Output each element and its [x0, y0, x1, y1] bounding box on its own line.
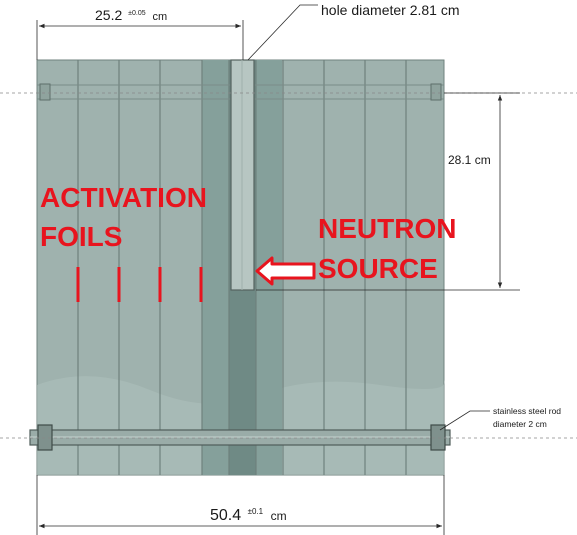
hole-diameter-callout: hole diameter 2.81 cm — [247, 2, 460, 61]
source-arrow-icon — [255, 256, 316, 286]
activation-label-line1: ACTIVATION — [40, 182, 207, 213]
bottom-width-tolerance: ±0.1 — [248, 507, 264, 516]
top-width-value: 25.2 — [95, 7, 122, 23]
neutron-source-annotation: NEUTRON SOURCE — [255, 213, 456, 286]
bottom-width-value: 50.4 — [210, 507, 241, 524]
top-width-tolerance: ±0.05 — [128, 10, 146, 17]
rod-callout: stainless steel rod diameter 2 cm — [439, 406, 561, 431]
rod-label-line2: diameter 2 cm — [493, 419, 547, 429]
bottom-width-dimension: 50.4 ±0.1 cm — [36, 475, 445, 535]
rod-label-line1: stainless steel rod — [493, 406, 561, 416]
rod-nut-right — [430, 424, 446, 451]
hole-diameter-label: hole diameter 2.81 cm — [321, 2, 460, 18]
activation-label-line2: FOILS — [40, 221, 122, 252]
height-dimension: 28.1 cm — [256, 92, 520, 291]
neutron-label-line2: SOURCE — [318, 253, 438, 284]
top-width-dimension: 25.2 ±0.05 cm — [36, 2, 244, 60]
svg-text:50.4 ±0.1 cm: 50.4 ±0.1 cm — [210, 501, 287, 524]
svg-text:25.2 ±0.05 cm: 25.2 ±0.05 cm — [95, 2, 167, 23]
top-width-unit: cm — [153, 11, 168, 23]
rod-nut-left — [37, 424, 53, 451]
neutron-label-line1: NEUTRON — [318, 213, 456, 244]
height-label: 28.1 cm — [448, 153, 491, 167]
bottom-width-unit: cm — [271, 509, 287, 523]
stainless-steel-rod — [29, 424, 451, 451]
activation-foils-annotation: ACTIVATION FOILS — [40, 182, 207, 302]
foil-markers — [76, 267, 203, 302]
